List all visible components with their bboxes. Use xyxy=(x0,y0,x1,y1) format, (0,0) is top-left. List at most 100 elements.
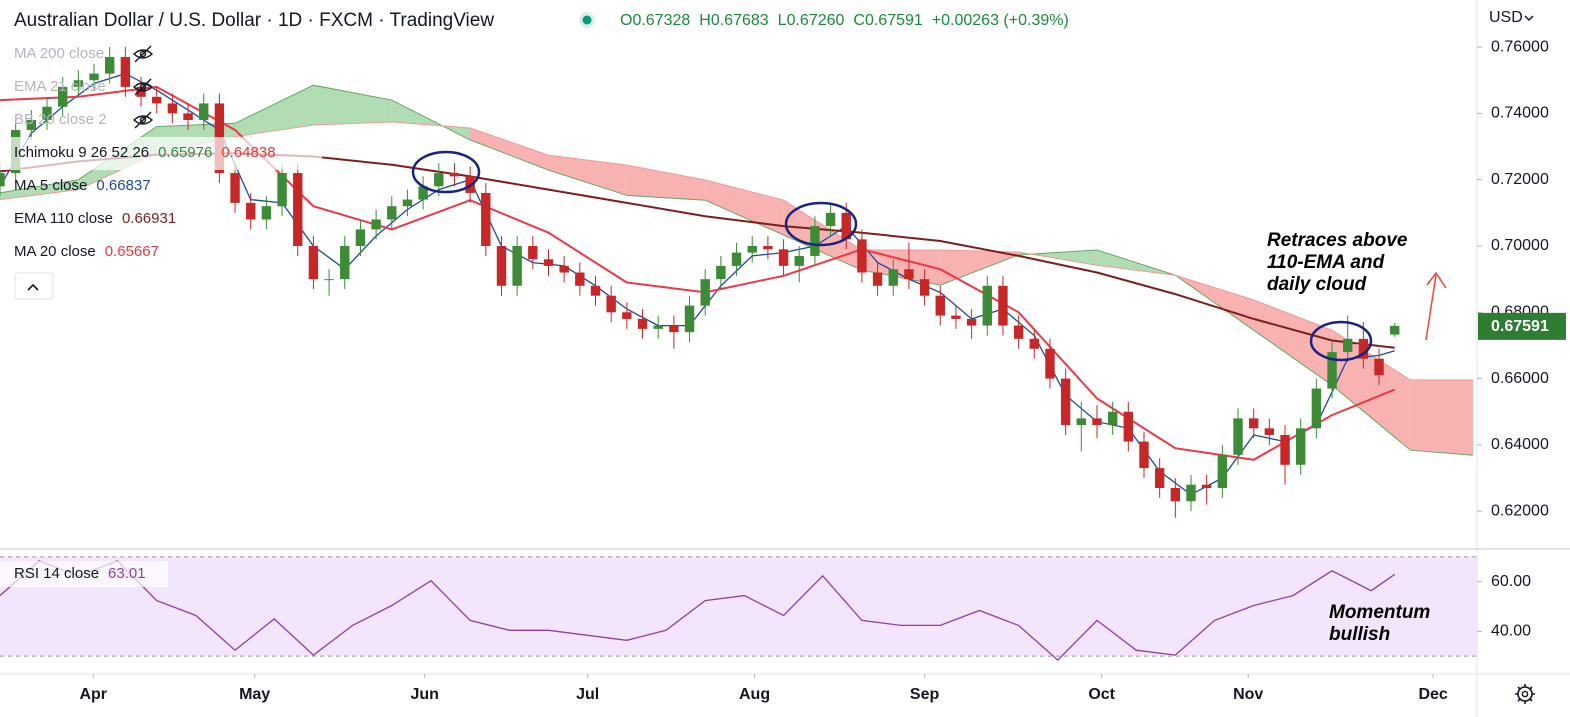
candle-body xyxy=(73,80,84,87)
legend-value: 0.65667 xyxy=(105,243,159,260)
candle-body xyxy=(496,245,507,286)
candle-body xyxy=(904,269,914,280)
candle-body xyxy=(841,212,851,240)
candle-body xyxy=(1107,411,1118,426)
currency-label[interactable]: USD xyxy=(1489,9,1523,26)
highlight-ellipse xyxy=(1309,320,1373,362)
last-price-box xyxy=(1478,312,1566,340)
y-tick-label: 0.70000 xyxy=(1491,237,1549,254)
eye-pupil xyxy=(139,50,147,58)
candle-body xyxy=(418,186,428,200)
candle-body xyxy=(1201,484,1212,488)
candle-body xyxy=(1374,358,1384,376)
legend-label: Ichimoku 9 26 52 26 xyxy=(14,144,149,161)
x-tick-label: May xyxy=(239,686,270,703)
legend-value: 0.64838 xyxy=(221,144,275,161)
x-tick-label: Sep xyxy=(910,686,940,703)
candle-body xyxy=(1060,378,1071,426)
visibility-icon[interactable] xyxy=(132,45,154,63)
candle-body xyxy=(810,226,820,256)
eye-slash xyxy=(134,78,152,96)
cloud-segment xyxy=(0,179,79,200)
highlight-ellipse xyxy=(784,201,858,247)
candle-body xyxy=(872,272,883,286)
candle-body xyxy=(26,120,37,130)
legend-value: 0.66837 xyxy=(96,177,150,194)
gear-teeth[interactable] xyxy=(1515,684,1535,704)
candle-body xyxy=(1343,338,1353,353)
ohlc-value: L0.67260 xyxy=(778,12,845,29)
candle-body xyxy=(1233,418,1243,455)
legend-value: 63.01 xyxy=(108,565,146,582)
candle-body xyxy=(340,245,350,280)
eye-slash xyxy=(134,45,152,63)
legend-label-hidden: MA 200 close xyxy=(14,45,104,62)
candle-body xyxy=(167,103,178,114)
legend-label-hidden: BB 20 close 2 xyxy=(14,111,107,128)
candle-body xyxy=(919,279,930,296)
cloud-segment xyxy=(313,85,392,125)
candle-body xyxy=(324,279,334,281)
eye-pupil xyxy=(139,116,147,124)
candle-body xyxy=(1280,434,1290,465)
candle-body xyxy=(590,285,601,296)
rsi-band xyxy=(0,556,1477,657)
candle-body xyxy=(230,173,240,203)
candle-body xyxy=(402,199,413,207)
legend-value: 0.66931 xyxy=(122,210,176,227)
candle-body xyxy=(512,245,522,286)
candle-body xyxy=(1390,325,1400,335)
dropdown-icon[interactable] xyxy=(1524,15,1534,22)
candle-body xyxy=(1045,348,1055,379)
candle-body xyxy=(136,86,146,97)
candle-body xyxy=(1358,338,1369,359)
candle-body xyxy=(1013,325,1024,339)
x-tick-label: Dec xyxy=(1418,686,1447,703)
legend-label: MA 5 close xyxy=(14,177,87,194)
candle-body xyxy=(716,265,726,280)
candle-body xyxy=(1154,468,1165,488)
x-tick-label: Nov xyxy=(1233,686,1263,703)
candle-body xyxy=(387,206,397,220)
candle-body xyxy=(449,173,460,177)
eye-pupil xyxy=(139,83,147,91)
candle-body xyxy=(1029,338,1039,349)
y-tick-label: 0.66000 xyxy=(1491,370,1549,387)
visibility-icon[interactable] xyxy=(132,78,154,96)
annotation: Momentum xyxy=(1329,602,1430,623)
candle-body xyxy=(0,173,5,187)
candle-body xyxy=(1311,388,1322,429)
y-tick-label: 40.00 xyxy=(1491,623,1531,640)
gear-hub[interactable] xyxy=(1521,690,1529,698)
cloud-segment xyxy=(940,249,1019,286)
legend-label: MA 20 close xyxy=(14,243,96,260)
candle-body xyxy=(104,57,115,74)
visibility-icon[interactable] xyxy=(132,111,154,129)
legend: MA 200 close EMA 21 close BB 20 close 2 Ich… xyxy=(14,45,276,582)
legend-label: RSI 14 close xyxy=(14,565,99,582)
chart-title: Australian Dollar / U.S. Dollar · 1D · F… xyxy=(14,10,494,31)
candle-body xyxy=(1264,428,1275,435)
cloud-segment xyxy=(1253,300,1333,386)
ohlc-value: C0.67591 xyxy=(853,12,922,29)
candle-body xyxy=(951,315,961,319)
x-tick-label: Oct xyxy=(1088,686,1115,703)
rsi-line xyxy=(0,560,1396,661)
candle-body xyxy=(559,265,569,273)
candle-body xyxy=(355,229,366,246)
y-tick-label: 0.72000 xyxy=(1491,171,1549,188)
candle-body xyxy=(371,219,381,230)
candle-body xyxy=(261,206,272,220)
candle-body xyxy=(888,269,898,286)
y-tick-label: 0.64000 xyxy=(1491,436,1549,453)
candle-body xyxy=(575,272,585,286)
x-tick-label: Jul xyxy=(576,686,599,703)
collapse-icon[interactable] xyxy=(27,283,39,291)
candle-body xyxy=(857,239,867,273)
candle-body xyxy=(778,249,789,266)
cloud-segment xyxy=(626,165,706,201)
candle-body xyxy=(1186,484,1196,502)
settings-icon[interactable] xyxy=(1515,684,1535,704)
x-tick-label: Jun xyxy=(410,686,438,703)
candle-body xyxy=(1327,352,1337,389)
